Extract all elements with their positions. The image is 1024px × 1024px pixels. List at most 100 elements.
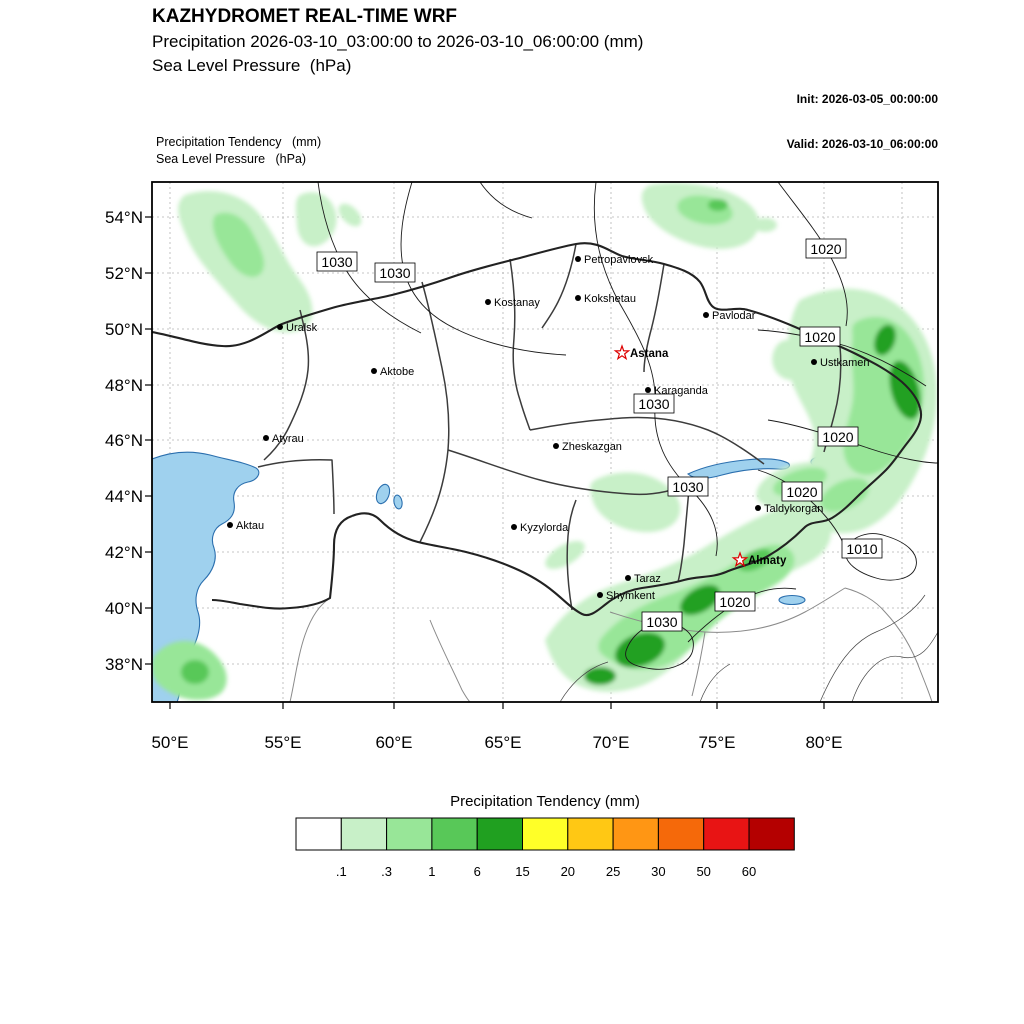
precip-light-north2	[753, 218, 777, 232]
colorbar-swatch	[522, 817, 569, 851]
city-dot	[553, 443, 559, 449]
svg-text:1030: 1030	[379, 265, 410, 281]
valid-time: Valid: 2026-03-10_06:00:00	[786, 137, 938, 151]
precip-light-nw2	[295, 192, 337, 247]
city-dot	[277, 324, 283, 330]
pressure-label: 1030	[667, 476, 709, 497]
pressure-subtitle: Sea Level Pressure (hPa)	[152, 56, 352, 75]
pressure-label: 1030	[374, 262, 416, 283]
lat-axis-label: 48°N	[105, 376, 143, 395]
city-dot	[485, 299, 491, 305]
colorbar-swatch	[340, 817, 388, 851]
pressure-label: 1030	[641, 611, 683, 632]
city-dot	[227, 522, 233, 528]
init-time: Init: 2026-03-05_00:00:00	[796, 92, 938, 106]
map-content: 1030 1030 1020 1020 1030 1020 1030 1020 …	[152, 182, 938, 702]
lat-axis-label: 46°N	[105, 431, 143, 450]
lon-axis-label: 75°E	[698, 733, 735, 752]
colorbar-tick: 15	[515, 864, 529, 879]
precip-light-nw3	[338, 203, 362, 227]
colorbar-swatch	[431, 817, 478, 851]
map-legend-precip: Precipitation Tendency (mm)	[156, 135, 322, 149]
precip-dark-east2	[874, 324, 896, 356]
colorbar-swatch	[657, 817, 705, 851]
city-dot	[625, 575, 631, 581]
city-dot	[511, 524, 517, 530]
city-markers: Petropavlovsk Kostanay Kokshetau Pavloda…	[227, 254, 870, 602]
precip-dark-southeast3	[584, 667, 616, 685]
city-aktau: Aktau	[227, 520, 264, 532]
city-petropavlovsk: Petropavlovsk	[575, 254, 654, 266]
lat-axis: 54°N 52°N 50°N 48°N 46°N 44°N 42°N 40°N …	[105, 208, 143, 674]
city-dot	[811, 359, 817, 365]
colorbar-title: Precipitation Tendency (mm)	[450, 793, 640, 810]
colorbar-tick: .1	[336, 864, 347, 879]
colorbar-tick: 1	[428, 864, 435, 879]
city-astana: Astana	[613, 344, 669, 361]
lat-axis-label: 42°N	[105, 543, 143, 562]
city-dot	[575, 295, 581, 301]
svg-text:1030: 1030	[646, 614, 677, 630]
svg-text:1020: 1020	[822, 429, 853, 445]
colorbar-tick: 20	[561, 864, 575, 879]
axis-ticks	[145, 216, 825, 709]
lon-axis-label: 80°E	[805, 733, 842, 752]
precip-light-ustkamen	[772, 339, 808, 381]
svg-text:Astana: Astana	[630, 348, 669, 360]
city-dot	[755, 505, 761, 511]
colorbar-swatch	[748, 817, 795, 851]
pressure-label: 1020	[781, 481, 823, 502]
colorbar-swatch	[567, 817, 614, 851]
aral-sea-west	[375, 483, 391, 505]
pressure-contours	[317, 182, 938, 702]
colorbar-tick: 6	[474, 864, 481, 879]
svg-text:Aktau: Aktau	[236, 520, 264, 532]
colorbar: Precipitation Tendency (mm) .1 .3 1 6 15…	[295, 793, 795, 879]
svg-text:1020: 1020	[810, 241, 841, 257]
colorbar-swatch	[386, 817, 433, 851]
lat-axis-label: 40°N	[105, 599, 143, 618]
svg-text:1020: 1020	[786, 484, 817, 500]
svg-text:Kokshetau: Kokshetau	[584, 293, 636, 305]
svg-text:1010: 1010	[846, 541, 877, 557]
svg-text:Pavlodar: Pavlodar	[712, 310, 756, 322]
precip-light-center	[590, 472, 681, 533]
lon-axis-label: 65°E	[484, 733, 521, 752]
colorbar-tick: 30	[651, 864, 665, 879]
city-dot	[575, 256, 581, 262]
city-dot	[597, 592, 603, 598]
lon-axis: 50°E 55°E 60°E 65°E 70°E 75°E 80°E	[151, 733, 842, 752]
svg-text:1030: 1030	[672, 479, 703, 495]
svg-text:Taldykorgan: Taldykorgan	[764, 503, 823, 515]
svg-text:Petropavlovsk: Petropavlovsk	[584, 254, 654, 266]
city-taraz: Taraz	[625, 573, 661, 585]
city-kyzylorda: Kyzylorda	[511, 522, 569, 534]
city-almaty: Almaty	[731, 551, 787, 568]
precipitation-subtitle: Precipitation 2026-03-10_03:00:00 to 202…	[152, 32, 644, 51]
pressure-label: 1030	[316, 251, 358, 272]
precip-deep-north	[708, 199, 728, 211]
colorbar-swatch	[612, 817, 659, 851]
colorbar-tick: 50	[696, 864, 710, 879]
city-dot	[371, 368, 377, 374]
precip-dark-southeast2	[680, 584, 720, 616]
svg-text:Zheskazgan: Zheskazgan	[562, 441, 622, 453]
city-dot	[703, 312, 709, 318]
svg-text:1030: 1030	[321, 254, 352, 270]
capital-star-icon	[731, 551, 749, 568]
pressure-label: 1020	[714, 591, 756, 612]
pressure-label: 1010	[841, 538, 883, 559]
city-dot	[645, 387, 651, 393]
precip-light-center2	[545, 541, 585, 569]
lat-axis-label: 52°N	[105, 264, 143, 283]
capital-star-icon	[613, 344, 631, 361]
svg-text:Aktobe: Aktobe	[380, 366, 414, 378]
colorbar-tick: .3	[381, 864, 392, 879]
precip-mid-east2	[820, 478, 870, 512]
city-pavlodar: Pavlodar	[703, 310, 756, 322]
city-taldykorgan: Taldykorgan	[755, 503, 823, 515]
precip-mid-nw	[212, 212, 265, 277]
init-valid-block: Init: 2026-03-05_00:00:00 Valid: 2026-03…	[787, 62, 938, 182]
pressure-label: 1020	[805, 238, 847, 259]
